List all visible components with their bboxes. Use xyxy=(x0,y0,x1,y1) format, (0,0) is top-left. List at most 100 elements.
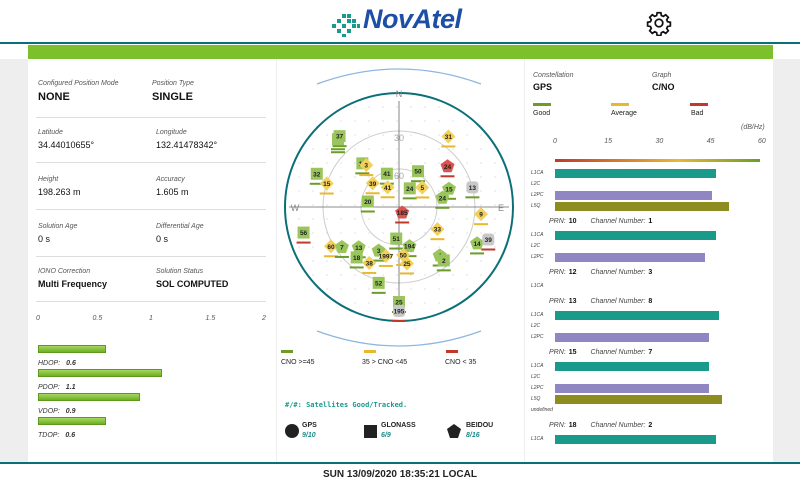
satellite-prn: 50 xyxy=(400,252,408,259)
satellite-marker[interactable]: 1997 xyxy=(379,248,394,267)
gps-marker-icon xyxy=(412,165,425,178)
divider xyxy=(36,117,266,118)
grid-dot xyxy=(368,120,370,122)
signal-quality-bar xyxy=(371,259,386,262)
grid-dot xyxy=(410,120,412,122)
satellite-marker[interactable]: 15 xyxy=(441,181,456,200)
satellite-marker[interactable]: 13 xyxy=(465,181,480,199)
grid-dot xyxy=(312,204,314,206)
grid-dot xyxy=(466,148,468,150)
satellite-marker[interactable]: 31 xyxy=(441,129,456,148)
satellite-prn: 13 xyxy=(355,245,363,252)
dop-name: HDOP: xyxy=(38,360,61,367)
grid-dot xyxy=(368,274,370,276)
gps-label: GPS xyxy=(302,422,317,429)
grid-dot xyxy=(326,204,328,206)
signal-quality-bar xyxy=(481,248,496,251)
prn-value: 12 xyxy=(568,269,577,276)
grid-dot xyxy=(354,232,356,234)
graph-select[interactable]: C/NO xyxy=(652,82,675,92)
position-type-value: SINGLE xyxy=(152,91,193,103)
gps-marker-icon xyxy=(372,276,385,289)
legend-average-line xyxy=(364,350,376,353)
satellite-marker[interactable]: 52 xyxy=(371,276,386,294)
satellite-prn: 25 xyxy=(403,261,411,268)
latitude-value: 34.44010655° xyxy=(38,140,95,150)
satellite-marker[interactable]: 5 xyxy=(415,180,430,199)
gps-marker-icon xyxy=(403,182,416,195)
satellite-marker[interactable]: 56 xyxy=(296,226,311,244)
prn-row: PRN: 13 Channel Number: 8 xyxy=(549,298,666,305)
grid-dot xyxy=(410,274,412,276)
grid-dot xyxy=(438,288,440,290)
satellite-marker[interactable]: 185 xyxy=(395,205,410,224)
gps-marker-icon xyxy=(380,167,393,180)
satellite-marker[interactable]: 194 xyxy=(402,239,417,258)
grid-dot xyxy=(424,302,426,304)
grid-dot xyxy=(452,246,454,248)
constellation-select[interactable]: GPS xyxy=(533,82,553,92)
legend-average-text: 35 > CNO <45 xyxy=(362,359,408,366)
satellite-marker[interactable]: 24 xyxy=(402,182,417,200)
satellite-marker[interactable]: 37 xyxy=(332,130,347,148)
grid-dot xyxy=(396,176,398,178)
grid-dot xyxy=(396,148,398,150)
beidou-marker-icon xyxy=(470,236,485,250)
satellite-marker[interactable]: 2 xyxy=(436,254,451,272)
satellite-marker[interactable]: 32 xyxy=(309,167,324,185)
satellite-marker[interactable]: 7 xyxy=(334,239,349,258)
cno-bar xyxy=(555,253,706,262)
satellite-marker[interactable]: 33 xyxy=(430,222,445,241)
prn-value: 18 xyxy=(568,422,577,429)
signal-quality-bar xyxy=(402,255,417,258)
signal-quality-bar xyxy=(392,319,406,322)
satellite-marker[interactable]: 3 xyxy=(359,158,374,177)
satellite-marker[interactable]: 9 xyxy=(474,207,489,226)
prn-label: PRN: xyxy=(549,298,566,305)
grid-dot xyxy=(494,232,496,234)
grid-dot xyxy=(466,176,468,178)
grid-dot xyxy=(354,274,356,276)
satellite-marker[interactable]: 20 xyxy=(360,195,375,213)
satellite-marker[interactable]: 50 xyxy=(411,165,426,183)
satellite-prn: 195 xyxy=(394,308,405,315)
grid-dot xyxy=(466,204,468,206)
cno-axis-tick: 60 xyxy=(758,138,766,145)
height-label: Height xyxy=(38,176,59,183)
satellite-marker[interactable]: 39 xyxy=(365,176,380,195)
beidou-marker-icon xyxy=(435,190,450,204)
signal-label: L2C xyxy=(531,243,541,249)
differential-age-value: 0 s xyxy=(156,234,169,244)
grid-dot xyxy=(368,176,370,178)
satellite-marker[interactable]: 60 xyxy=(323,239,338,258)
grid-dot xyxy=(480,232,482,234)
satellite-marker[interactable]: 24 xyxy=(435,190,450,209)
satellite-marker[interactable]: 51 xyxy=(389,232,404,250)
skyplot: NEW3060423731241934150321539412451524132… xyxy=(284,68,514,347)
grid-dot xyxy=(312,162,314,164)
grid-dot xyxy=(466,246,468,248)
gps-marker-icon xyxy=(297,226,310,239)
grid-dot xyxy=(298,246,300,248)
grid-dot xyxy=(410,176,412,178)
gear-icon[interactable] xyxy=(646,10,672,36)
cno-bar xyxy=(555,191,713,200)
legend-good-text: CNO >=45 xyxy=(281,359,315,366)
cno-axis-tick: 45 xyxy=(706,138,715,145)
satellite-marker[interactable]: 14 xyxy=(470,236,485,255)
satellite-marker[interactable]: 24 xyxy=(440,159,455,178)
dop-axis-tick: 0.5 xyxy=(92,315,103,322)
longitude-label: Longitude xyxy=(156,129,187,136)
satellite-marker[interactable]: 15 xyxy=(319,176,334,195)
satellite-marker[interactable]: 18 xyxy=(349,251,364,269)
satellite-marker[interactable]: 38 xyxy=(362,255,377,274)
satellite-marker[interactable]: 25 xyxy=(399,256,414,275)
satellite-marker[interactable]: 41 xyxy=(380,180,395,199)
grid-dot xyxy=(340,218,342,220)
satellite-marker[interactable]: 195 xyxy=(392,304,406,322)
satellite-marker[interactable]: 39 xyxy=(481,233,496,251)
grid-dot xyxy=(424,274,426,276)
compass-arc-bottom xyxy=(316,330,482,347)
signal-quality-bar xyxy=(440,175,455,178)
grid-dot xyxy=(480,148,482,150)
